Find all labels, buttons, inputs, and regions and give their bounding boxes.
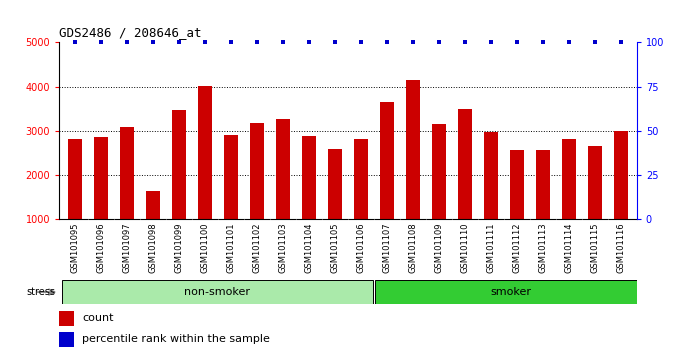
- Text: GDS2486 / 208646_at: GDS2486 / 208646_at: [59, 26, 202, 39]
- Text: GSM101115: GSM101115: [591, 222, 600, 273]
- Text: GSM101099: GSM101099: [175, 222, 183, 273]
- Text: GSM101112: GSM101112: [513, 222, 521, 273]
- Bar: [380, 102, 394, 219]
- Text: stress: stress: [26, 287, 56, 297]
- Text: GSM101096: GSM101096: [96, 222, 105, 273]
- Bar: [484, 132, 498, 219]
- Bar: [62, 280, 373, 304]
- Text: GSM101106: GSM101106: [356, 222, 365, 273]
- Bar: [588, 146, 602, 219]
- Bar: [59, 311, 74, 326]
- Bar: [614, 131, 628, 219]
- Bar: [172, 110, 186, 219]
- Bar: [94, 137, 108, 219]
- Bar: [458, 109, 473, 219]
- Text: GSM101104: GSM101104: [304, 222, 313, 273]
- Bar: [510, 150, 524, 219]
- Text: count: count: [82, 313, 113, 323]
- Text: GSM101103: GSM101103: [278, 222, 287, 273]
- Text: GSM101097: GSM101097: [122, 222, 132, 273]
- Text: non-smoker: non-smoker: [184, 287, 251, 297]
- Text: GSM101101: GSM101101: [226, 222, 235, 273]
- Bar: [302, 136, 316, 219]
- Bar: [198, 86, 212, 219]
- Bar: [536, 150, 551, 219]
- Bar: [145, 191, 160, 219]
- Text: GSM101098: GSM101098: [148, 222, 157, 273]
- Bar: [375, 280, 647, 304]
- Bar: [276, 119, 290, 219]
- Text: GSM101110: GSM101110: [461, 222, 470, 273]
- Text: GSM101114: GSM101114: [564, 222, 574, 273]
- Bar: [562, 139, 576, 219]
- Bar: [406, 80, 420, 219]
- Text: GSM101109: GSM101109: [434, 222, 443, 273]
- Bar: [68, 139, 82, 219]
- Text: percentile rank within the sample: percentile rank within the sample: [82, 335, 270, 344]
- Text: GSM101111: GSM101111: [487, 222, 496, 273]
- Bar: [354, 139, 368, 219]
- Text: GSM101102: GSM101102: [253, 222, 262, 273]
- Bar: [120, 127, 134, 219]
- Text: GSM101107: GSM101107: [383, 222, 392, 273]
- Text: GSM101113: GSM101113: [539, 222, 548, 273]
- Bar: [432, 124, 446, 219]
- Text: GSM101116: GSM101116: [617, 222, 626, 273]
- Bar: [223, 135, 238, 219]
- Text: GSM101100: GSM101100: [200, 222, 209, 273]
- Bar: [328, 149, 342, 219]
- Text: smoker: smoker: [491, 287, 532, 297]
- Text: GSM101095: GSM101095: [70, 222, 79, 273]
- Text: GSM101105: GSM101105: [331, 222, 340, 273]
- Bar: [250, 122, 264, 219]
- Bar: [59, 332, 74, 347]
- Text: GSM101108: GSM101108: [409, 222, 418, 273]
